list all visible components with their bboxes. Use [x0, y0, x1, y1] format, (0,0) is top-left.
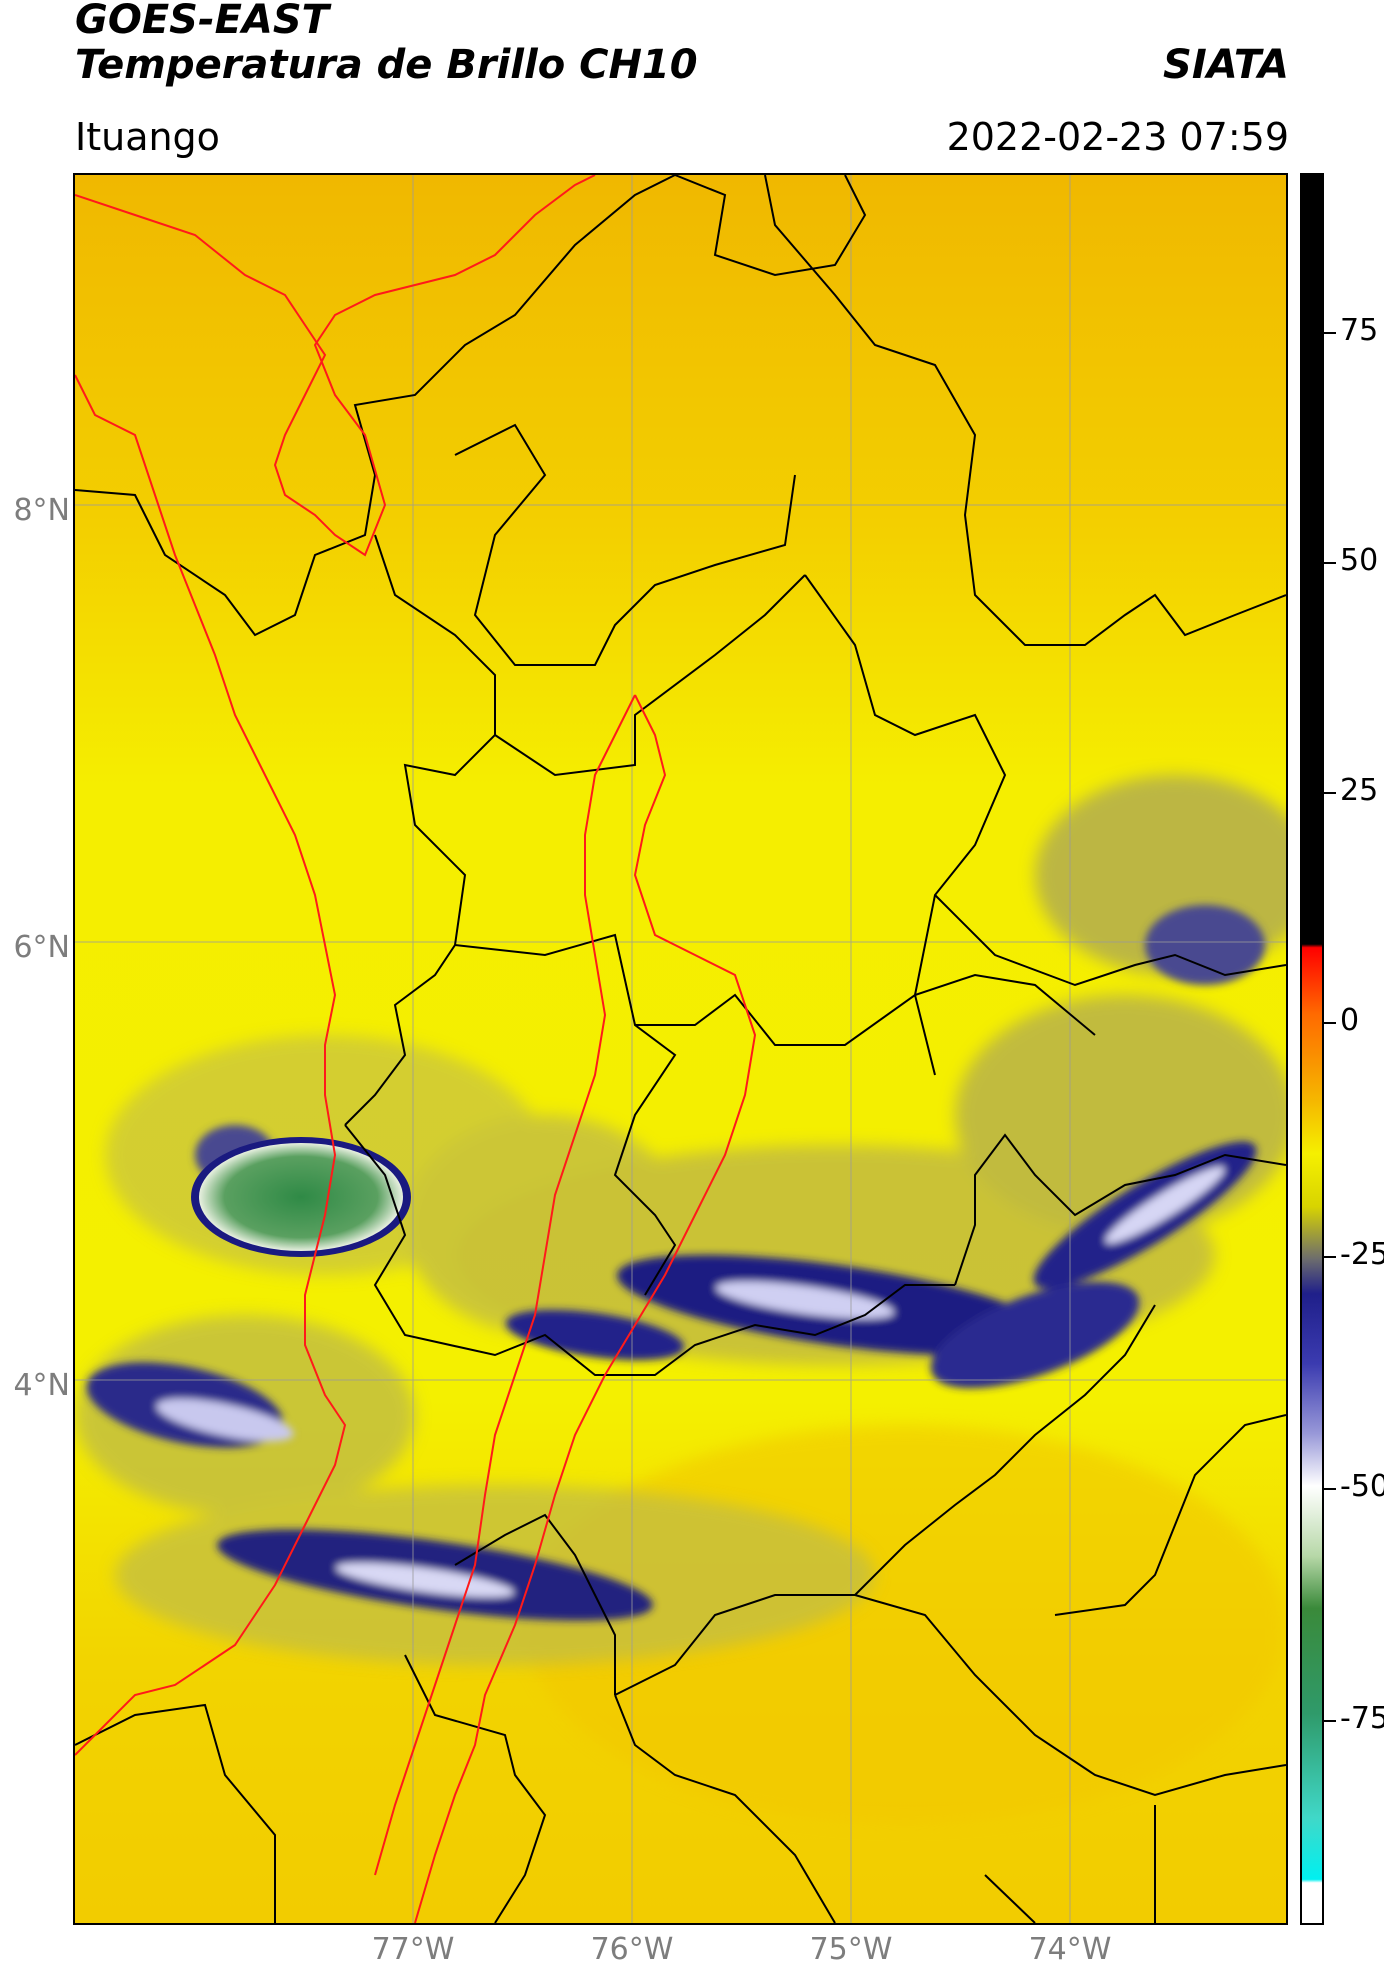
colorbar-gradient [1302, 175, 1322, 1923]
admin-borders [75, 175, 1286, 1923]
colorbar-tick [1324, 562, 1336, 564]
colorbar-tick [1324, 1256, 1336, 1258]
colorbar-tick [1324, 1022, 1336, 1024]
region-label: Ituango [75, 115, 220, 159]
timestamp: 2022-02-23 07:59 [946, 115, 1289, 159]
satellite-map[interactable] [73, 173, 1288, 1925]
cold-cloud-core [199, 1143, 403, 1251]
colorbar-label-0: 0 [1340, 1003, 1360, 1038]
lon-label-75w: 75°W [809, 1932, 893, 1967]
title-satellite: GOES-EAST [75, 0, 329, 43]
colorbar-tick [1324, 332, 1336, 334]
brand-label: SIATA [1163, 42, 1289, 88]
colorbar-label-minus25: -25 [1340, 1237, 1384, 1272]
coast-and-basin [75, 175, 757, 1923]
lat-label-6n: 6°N [13, 930, 70, 965]
colorbar-label-minus50: -50 [1340, 1469, 1384, 1504]
lat-label-4n: 4°N [13, 1368, 70, 1403]
colorbar-label-minus75: -75 [1340, 1701, 1384, 1736]
lat-label-8n: 8°N [13, 493, 70, 528]
lon-label-77w: 77°W [371, 1932, 455, 1967]
lon-label-76w: 76°W [590, 1932, 674, 1967]
colorbar-tick [1324, 1488, 1336, 1490]
graticule [75, 175, 1286, 1923]
colorbar-label-75: 75 [1340, 313, 1379, 348]
colorbar-tick [1324, 1720, 1336, 1722]
title-product: Temperatura de Brillo CH10 [75, 42, 698, 88]
map-canvas [75, 175, 1286, 1923]
colorbar [1300, 173, 1324, 1925]
lon-label-74w: 74°W [1028, 1932, 1112, 1967]
colorbar-label-50: 50 [1340, 543, 1379, 578]
cloud-bands [86, 905, 1265, 1621]
colorbar-tick [1324, 792, 1336, 794]
colorbar-label-25: 25 [1340, 773, 1379, 808]
